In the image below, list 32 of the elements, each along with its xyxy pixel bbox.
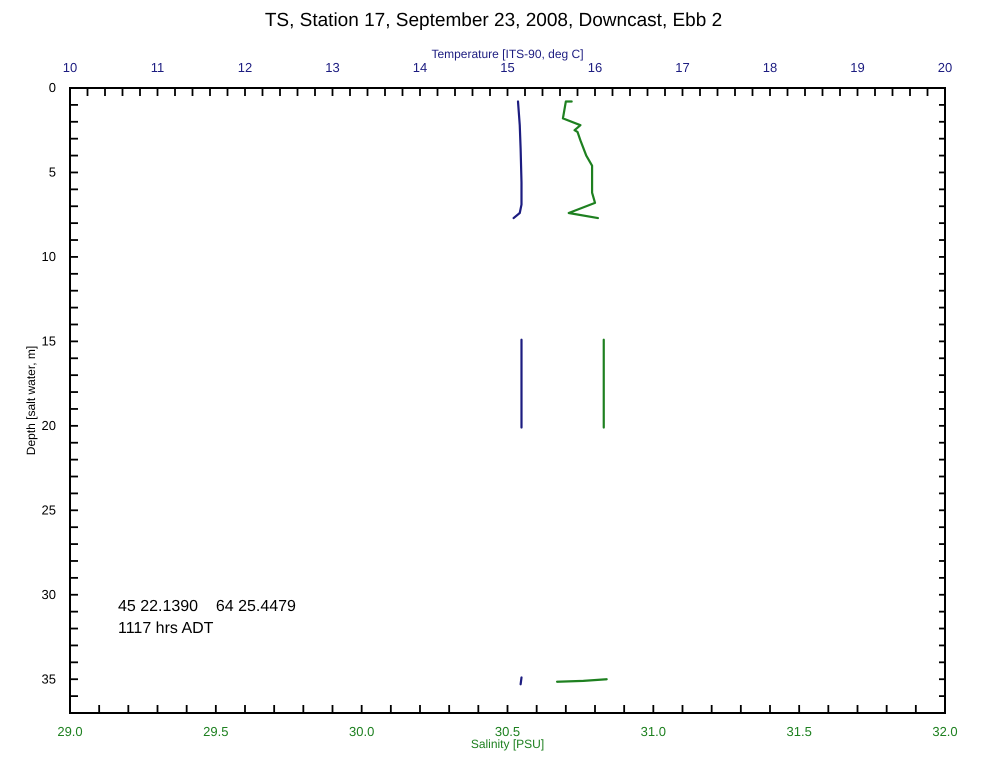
x2-tick-label: 16 <box>588 60 602 75</box>
y-tick-label: 20 <box>42 418 56 433</box>
x2-tick-label: 19 <box>850 60 865 75</box>
y-tick-label: 0 <box>48 80 56 96</box>
x2-tick-label: 17 <box>675 60 690 75</box>
x2-tick-label: 10 <box>62 60 78 75</box>
y-tick-label: 15 <box>42 334 56 349</box>
x-tick-label: 30.5 <box>494 724 520 740</box>
x-tick-label: 31.0 <box>640 724 666 740</box>
x-tick-label: 29.0 <box>57 724 83 740</box>
x2-tick-label: 12 <box>238 60 252 75</box>
x2-tick-label: 14 <box>412 60 428 75</box>
y-tick-label: 5 <box>48 164 56 180</box>
chart-title: TS, Station 17, September 23, 2008, Downcast, Ebb 2 <box>264 10 722 31</box>
y-axis-title: Depth [salt water, m] <box>24 346 38 456</box>
annotation: 1117 hrs ADT <box>118 620 214 637</box>
x-tick-label: 31.5 <box>786 724 812 740</box>
x-tick-label: 32.0 <box>932 724 958 740</box>
x2-axis-title: Temperature [ITS-90, deg C] <box>431 47 584 61</box>
y-tick-label: 30 <box>42 586 56 602</box>
x2-tick-label: 15 <box>500 60 515 75</box>
x-tick-label: 29.5 <box>203 724 228 740</box>
y-tick-label: 35 <box>42 671 56 686</box>
x2-tick-label: 20 <box>938 60 952 75</box>
x-axis-title: Salinity [PSU] <box>470 737 544 751</box>
x2-tick-label: 13 <box>325 60 340 75</box>
x-tick-label: 30.0 <box>349 724 374 740</box>
x2-tick-label: 18 <box>762 60 778 75</box>
annotation: 45 22.1390 64 25.4479 <box>118 598 296 615</box>
y-tick-label: 10 <box>42 249 56 264</box>
x2-tick-label: 11 <box>150 60 164 75</box>
y-tick-label: 25 <box>42 502 56 518</box>
